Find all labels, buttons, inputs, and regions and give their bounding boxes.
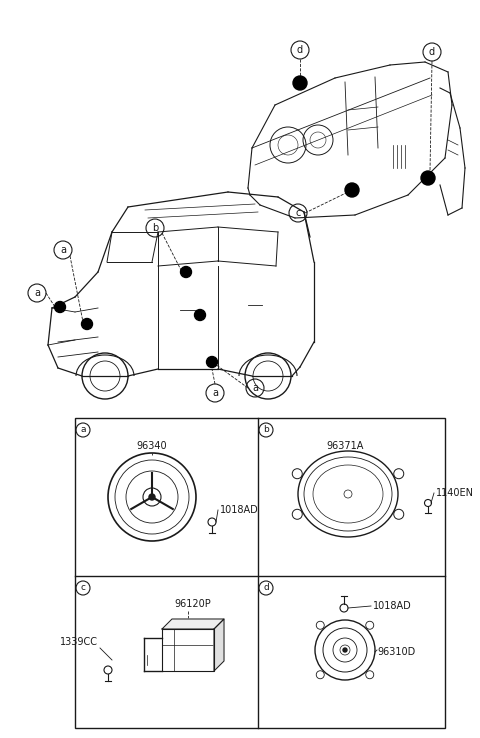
Circle shape [149, 494, 155, 500]
Polygon shape [214, 619, 224, 671]
Text: c: c [81, 584, 85, 593]
Circle shape [343, 648, 347, 652]
Circle shape [206, 356, 217, 368]
Circle shape [293, 76, 307, 90]
Text: b: b [263, 426, 269, 435]
Text: 1140EN: 1140EN [436, 488, 474, 498]
Text: 1018AD: 1018AD [220, 505, 259, 515]
Text: a: a [252, 383, 258, 393]
Text: a: a [60, 245, 66, 255]
Circle shape [82, 319, 93, 329]
Text: 96340: 96340 [137, 441, 168, 451]
Circle shape [55, 302, 65, 312]
Circle shape [345, 183, 359, 197]
Text: 1339CC: 1339CC [60, 637, 98, 647]
Text: 96120P: 96120P [175, 599, 211, 609]
Text: d: d [263, 584, 269, 593]
Circle shape [421, 171, 435, 185]
Text: a: a [212, 388, 218, 398]
Circle shape [194, 309, 205, 320]
Bar [75, 418, 445, 728]
Text: 96310D: 96310D [377, 647, 415, 657]
Text: b: b [152, 223, 158, 233]
Polygon shape [162, 619, 224, 629]
Bar [162, 629, 214, 671]
Text: d: d [429, 47, 435, 57]
Text: a: a [80, 426, 86, 435]
Text: c: c [295, 208, 300, 218]
Text: 1018AD: 1018AD [373, 601, 412, 611]
Text: d: d [297, 45, 303, 55]
Text: a: a [34, 288, 40, 298]
Text: 96371A: 96371A [326, 441, 364, 451]
Circle shape [180, 266, 192, 277]
